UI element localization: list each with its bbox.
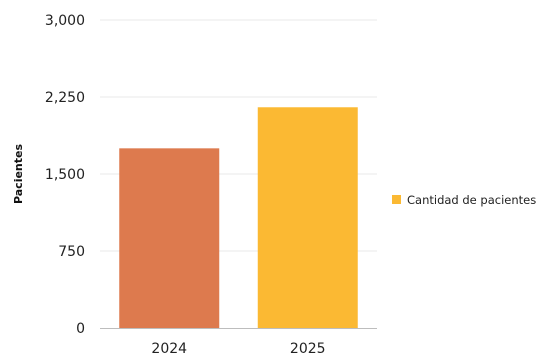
bar-2025[interactable] xyxy=(257,107,358,329)
x-tick-label: 2025 xyxy=(290,341,326,356)
x-axis-ticks: 2024 2025 xyxy=(151,341,325,356)
legend-swatch xyxy=(392,195,401,204)
y-tick-label: 750 xyxy=(58,244,85,260)
bar-2024[interactable] xyxy=(119,148,220,328)
y-tick-label: 0 xyxy=(76,321,85,337)
legend: Cantidad de pacientes xyxy=(392,193,536,207)
y-tick-label: 2,250 xyxy=(45,90,85,106)
y-tick-label: 1,500 xyxy=(45,167,85,183)
y-axis-label: Pacientes xyxy=(12,144,25,204)
legend-label: Cantidad de pacientes xyxy=(407,193,536,207)
bars xyxy=(119,107,358,329)
y-tick-label: 3,000 xyxy=(45,13,85,29)
x-tick-label: 2024 xyxy=(151,341,187,356)
y-axis-ticks: 0 750 1,500 2,250 3,000 xyxy=(45,13,85,337)
